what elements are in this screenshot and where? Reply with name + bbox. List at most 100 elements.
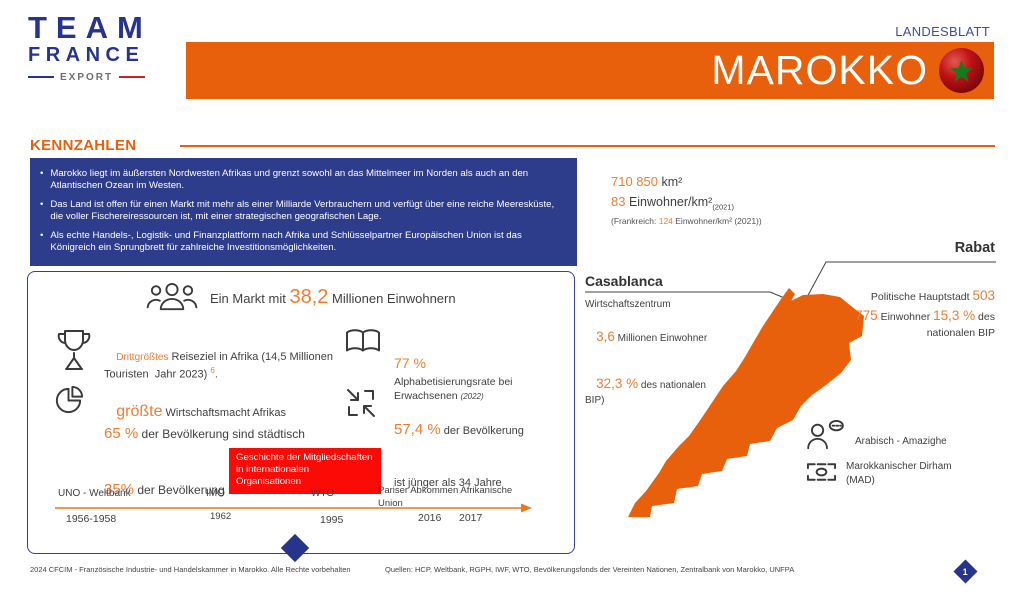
literacy-text: Alphabetisierungsrate bei Erwachsenen [394,376,516,403]
morocco-map [585,261,996,517]
banknote-icon [806,463,837,481]
urban-text: der Bevölkerung sind städtisch [138,426,305,441]
area-value: 710 850 [611,174,658,189]
morocco-map-shape [628,288,864,517]
bullet-text: Das Land ist offen für einen Markt mit m… [50,198,555,223]
rural-value: 35% [104,481,135,499]
memberships-title-box: Geschichte der Mitgliedschaften in inter… [229,448,381,494]
rabat-gdp-value: 15,3 % [933,308,976,323]
density-value: 83 [611,193,626,209]
bullet-item: Das Land ist offen für einen Markt mit m… [40,199,564,224]
timeline-label-imo: IMO [206,488,225,499]
casablanca-pop-value: 3,6 [596,329,615,344]
france-post: Einwohner/km² (2021)) [672,215,762,226]
france-comparison-line: (Frankreich: 124 Einwohner/km² (2021)) [611,215,762,228]
timeline-label-wto: WTO [311,488,335,499]
density-line: 83 Einwohner/km²(2021) [611,192,762,213]
bullet-item: Als echte Handels-, Logistik- und Finanz… [40,230,564,255]
rabat-pop-value: 503 775 [855,287,999,323]
tourism-text2: . [214,368,218,381]
key-figures-box: Ein Markt mit 38,2 Millionen Einwohnern … [27,271,575,554]
page-number-badge: 1 [953,559,978,584]
urban-line: 65 % der Bevölkerung sind städtisch [104,423,305,445]
section-title-rule [180,145,995,147]
footer-sources: Quellen: HCP, Weltbank, RGPH, IWF, WTO, … [385,565,795,574]
density-text: Einwohner/km² [625,194,713,209]
casablanca-role: Wirtschaftszentrum [585,299,671,310]
rabat-callout: Rabat Politische Hauptstadt 503 775 Einw… [845,240,995,358]
timeline-label-paris: Pariser Abkommen [378,485,459,496]
logo-team-text: TEAM [28,10,152,45]
intro-box: Marokko liegt im äußersten Nordwesten Af… [30,158,577,266]
density-year: (2021) [712,202,734,212]
country-title: MAROKKO [711,47,928,93]
converging-arrows-icon [347,389,375,417]
logo-france-text: FRANCE [28,43,145,66]
casablanca-gdp: 32,3 % des nationalen BIP) [585,361,720,422]
doc-type-label: LANDESBLATT [895,24,990,39]
casablanca-callout: Casablanca Wirtschaftszentrum 3,6 Millio… [585,273,720,422]
population-value: 38,2 [289,285,329,308]
rabat-details: Politische Hauptstadt 503 775 Einwohner … [845,270,995,358]
youth-stat: 57,4 % der Bevölkerung ist jünger als 34… [394,386,589,524]
bullet-text: Als echte Handels-, Logistik- und Finanz… [50,229,522,254]
literacy-value: 77 % [394,355,426,372]
section-title: KENNZAHLEN [30,137,137,154]
language-label: Arabisch - Amazighe [855,436,947,447]
open-book-icon [346,329,380,352]
geo-stats: 710 850 km² 83 Einwohner/km²(2021) (Fran… [611,172,762,227]
literacy-stat: 77 % Alphabetisierungsrate bei Erwachsene… [394,326,559,418]
headline-pre: Ein Markt mit [210,290,290,306]
headline-post: Millionen Einwohnern [328,290,456,306]
logo-red-dash [119,76,146,79]
speaker-person-icon [807,420,844,450]
literacy-year: (2022) [460,392,484,402]
logo-export-text: EXPORT [60,71,114,83]
currency-row: Marokkanischer Dirham (MAD) [806,460,964,487]
bullet-text: Marokko liegt im äußersten Nordwesten Af… [50,168,529,192]
timeline-year-paris: 2016 [418,512,442,524]
language-row: Arabisch - Amazighe [806,420,947,450]
rabat-gdp-text: des nationalen BIP [926,311,998,340]
timeline-label-african-union: Afrikanische Union [378,485,513,509]
logo-blue-dash [28,76,54,79]
team-france-export-logo: TEAM FRANCE EXPORT [28,12,152,83]
france-pre: (Frankreich: [611,215,659,226]
area-line: 710 850 km² [611,172,762,192]
youth-text2: ist jünger als 34 Jahre [394,476,502,489]
footnote-ref: 6 [210,366,215,375]
france-value: 124 [658,215,673,226]
youth-text1: der Bevölkerung [440,425,524,437]
market-headline: Ein Markt mit 38,2 Millionen Einwohnern [146,282,456,312]
page-number: 1 [962,566,969,577]
youth-line2: ist jünger als 34 Jahre [394,475,589,492]
tourism-rank: Drittgrößtes [116,351,169,363]
timeline-year-imo: 1962 [210,511,232,522]
bullet-item: Marokko liegt im äußersten Nordwesten Af… [40,168,564,193]
economy-rank: größte [116,402,163,420]
timeline-year-uno: 1956-1958 [66,513,117,525]
rabat-pop-text: Einwohner [877,311,934,323]
country-banner: MAROKKO [186,42,994,99]
casablanca-gdp-value: 32,3 % [596,375,639,391]
pie-chart-icon [55,385,84,414]
market-headline-text: Ein Markt mit 38,2 Millionen Einwohnern [210,286,456,309]
currency-label: Marokkanischer Dirham (MAD) [846,461,952,486]
timeline-label-uno-weltbank: UNO - Weltbank [58,488,131,499]
timeline-arrow [55,503,532,513]
timeline-year-african-union: 2017 [459,512,483,524]
footer-copyright: 2024 CFCIM - Französische Industrie- und… [30,565,351,574]
people-group-icon [146,282,198,311]
tourism-text1: Reiseziel in Afrika (14,5 Millionen Tour… [104,350,336,381]
youth-value: 57,4 % [394,421,441,438]
casablanca-pop-text: Millionen Einwohner [614,333,708,344]
trophy-icon [57,330,91,370]
youth-line1: 57,4 % der Bevölkerung [394,419,589,442]
tourism-text3: Wirtschaftsmacht Afrikas [162,406,286,419]
area-unit: km² [658,175,683,189]
urban-value: 65 % [104,424,139,442]
casablanca-population: 3,6 Millionen Einwohner [585,314,720,361]
timeline-year-wto: 1995 [320,514,344,526]
rabat-role: Politische Hauptstadt [870,290,973,303]
logo-export-row: EXPORT [28,72,152,83]
